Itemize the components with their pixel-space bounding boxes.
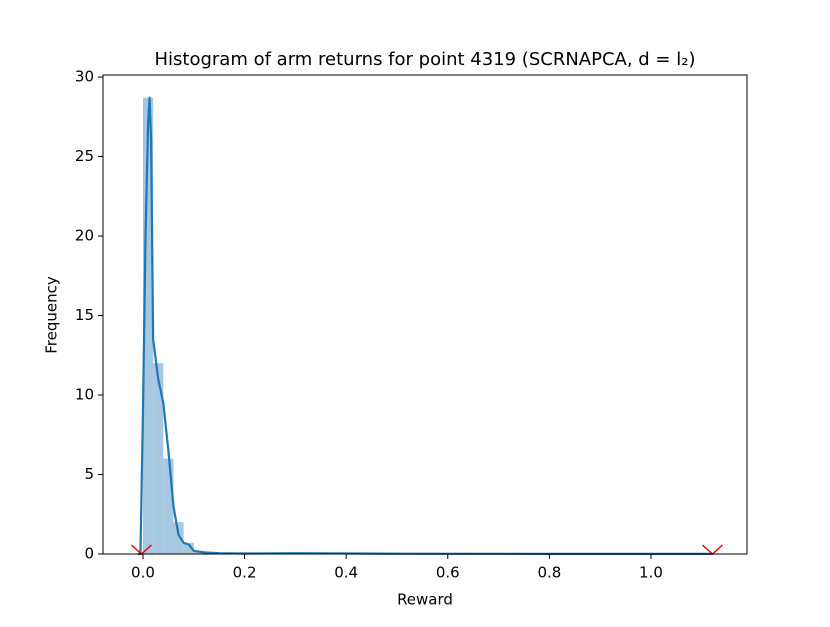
histogram-bar bbox=[183, 542, 194, 554]
histogram-bar bbox=[142, 97, 154, 554]
plot-area bbox=[130, 96, 723, 556]
x-tick-label: 0.0 bbox=[131, 564, 155, 582]
y-tick-label: 0 bbox=[84, 545, 94, 563]
x-tick-label: 0.2 bbox=[233, 564, 257, 582]
y-tick-label: 5 bbox=[84, 465, 94, 483]
axes-frame bbox=[102, 74, 748, 555]
y-tick-label: 10 bbox=[75, 386, 94, 404]
y-tick-label: 30 bbox=[75, 68, 94, 86]
y-tick-label: 15 bbox=[75, 306, 94, 324]
histogram-bar bbox=[153, 363, 164, 554]
y-tick-label: 20 bbox=[75, 227, 94, 245]
kde-line bbox=[137, 96, 712, 556]
y-axis-label: Frequency bbox=[43, 276, 61, 354]
histogram-bar bbox=[173, 522, 184, 554]
x-tick-label: 0.4 bbox=[334, 564, 358, 582]
y-tick-label: 25 bbox=[75, 147, 94, 165]
marker bbox=[701, 544, 723, 556]
histogram-bar bbox=[163, 458, 174, 554]
x-tick-label: 1.0 bbox=[639, 564, 663, 582]
chart-title: Histogram of arm returns for point 4319 … bbox=[155, 49, 696, 70]
x-axis-label: Reward bbox=[397, 591, 453, 609]
x-tick-label: 0.6 bbox=[436, 564, 460, 582]
x-tick-label: 0.8 bbox=[537, 564, 561, 582]
